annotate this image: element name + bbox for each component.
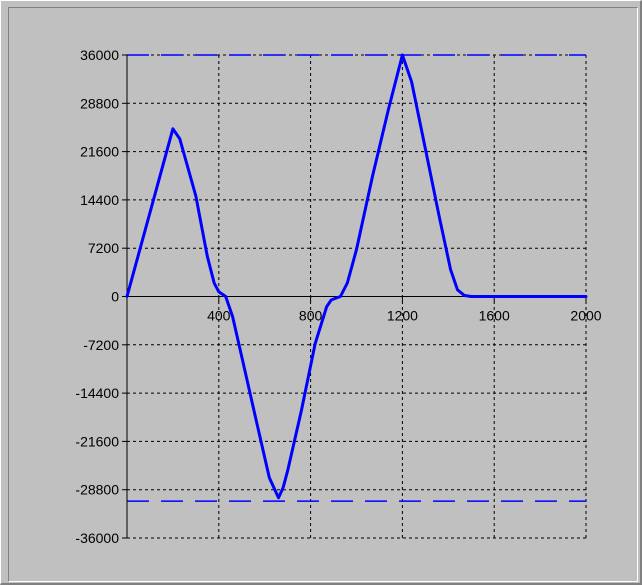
y-tick-label: -7200 (83, 337, 119, 353)
y-tick-labels: 36000 28800 21600 14400 7200 0 -7200 -14400 -216… (75, 47, 119, 546)
plot-panel (8, 7, 638, 582)
series-line (125, 53, 588, 500)
y-tick-label: -21600 (75, 433, 119, 449)
y-tick-label: 28800 (80, 95, 119, 111)
y-tick-label: -36000 (75, 530, 119, 546)
x-tick-labels: 400 800 1200 1600 2000 (207, 308, 602, 324)
x-tick-label: 800 (299, 308, 323, 324)
y-tick-label: 7200 (88, 240, 119, 256)
y-tick-label: 14400 (80, 192, 119, 208)
y-tick-label: 36000 (80, 47, 119, 63)
x-tick-label: 2000 (570, 308, 601, 324)
x-tick-label: 1600 (479, 308, 510, 324)
y-tick-label: -14400 (75, 385, 119, 401)
limit-lines (127, 54, 586, 502)
y-tick-label: 0 (111, 289, 119, 305)
y-tick-label: -28800 (75, 482, 119, 498)
x-tick-label: 400 (207, 308, 231, 324)
series-layer (125, 53, 588, 500)
x-tick-label: 1200 (387, 308, 418, 324)
y-tick-label: 21600 (80, 144, 119, 160)
